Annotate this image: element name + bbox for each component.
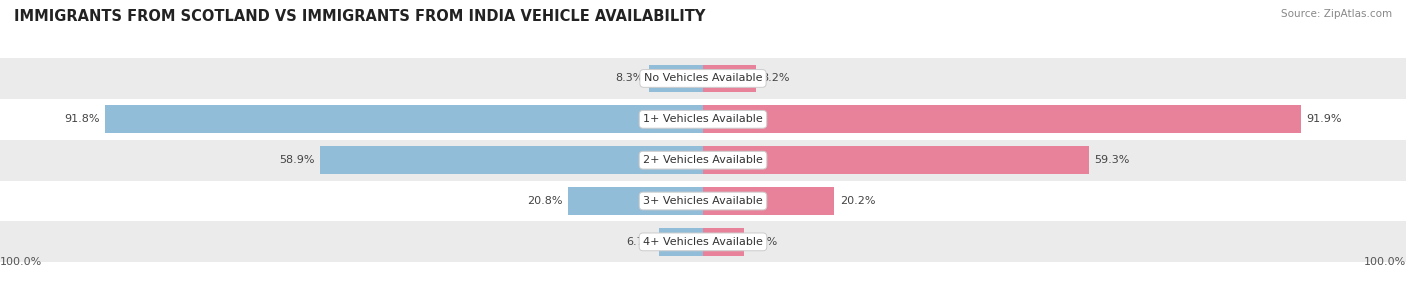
Text: 8.3%: 8.3% [616, 74, 644, 84]
Bar [703, 146, 1090, 174]
Text: 8.2%: 8.2% [762, 74, 790, 84]
Text: 100.0%: 100.0% [1364, 257, 1406, 267]
Text: No Vehicles Available: No Vehicles Available [644, 74, 762, 84]
Bar [0, 221, 1406, 262]
Text: 59.3%: 59.3% [1094, 155, 1129, 165]
Bar [0, 140, 1406, 180]
Bar [0, 99, 1406, 140]
Bar [659, 228, 703, 256]
Bar [0, 180, 1406, 221]
Text: Source: ZipAtlas.com: Source: ZipAtlas.com [1281, 9, 1392, 19]
Text: 6.7%: 6.7% [626, 237, 654, 247]
Text: 1+ Vehicles Available: 1+ Vehicles Available [643, 114, 763, 124]
Bar [650, 65, 703, 92]
Bar [319, 146, 703, 174]
Text: 6.3%: 6.3% [749, 237, 778, 247]
Bar [703, 228, 744, 256]
Text: 20.8%: 20.8% [527, 196, 562, 206]
Bar [703, 65, 756, 92]
Bar [568, 187, 703, 215]
Bar [105, 106, 703, 133]
Text: IMMIGRANTS FROM SCOTLAND VS IMMIGRANTS FROM INDIA VEHICLE AVAILABILITY: IMMIGRANTS FROM SCOTLAND VS IMMIGRANTS F… [14, 9, 706, 23]
Bar [703, 106, 1301, 133]
Bar [703, 187, 835, 215]
Legend: Immigrants from Scotland, Immigrants from India: Immigrants from Scotland, Immigrants fro… [524, 281, 882, 286]
Text: 58.9%: 58.9% [278, 155, 315, 165]
Text: 91.9%: 91.9% [1306, 114, 1341, 124]
Text: 2+ Vehicles Available: 2+ Vehicles Available [643, 155, 763, 165]
Bar [0, 58, 1406, 99]
Text: 3+ Vehicles Available: 3+ Vehicles Available [643, 196, 763, 206]
Text: 4+ Vehicles Available: 4+ Vehicles Available [643, 237, 763, 247]
Text: 100.0%: 100.0% [0, 257, 42, 267]
Text: 20.2%: 20.2% [839, 196, 875, 206]
Text: 91.8%: 91.8% [65, 114, 100, 124]
